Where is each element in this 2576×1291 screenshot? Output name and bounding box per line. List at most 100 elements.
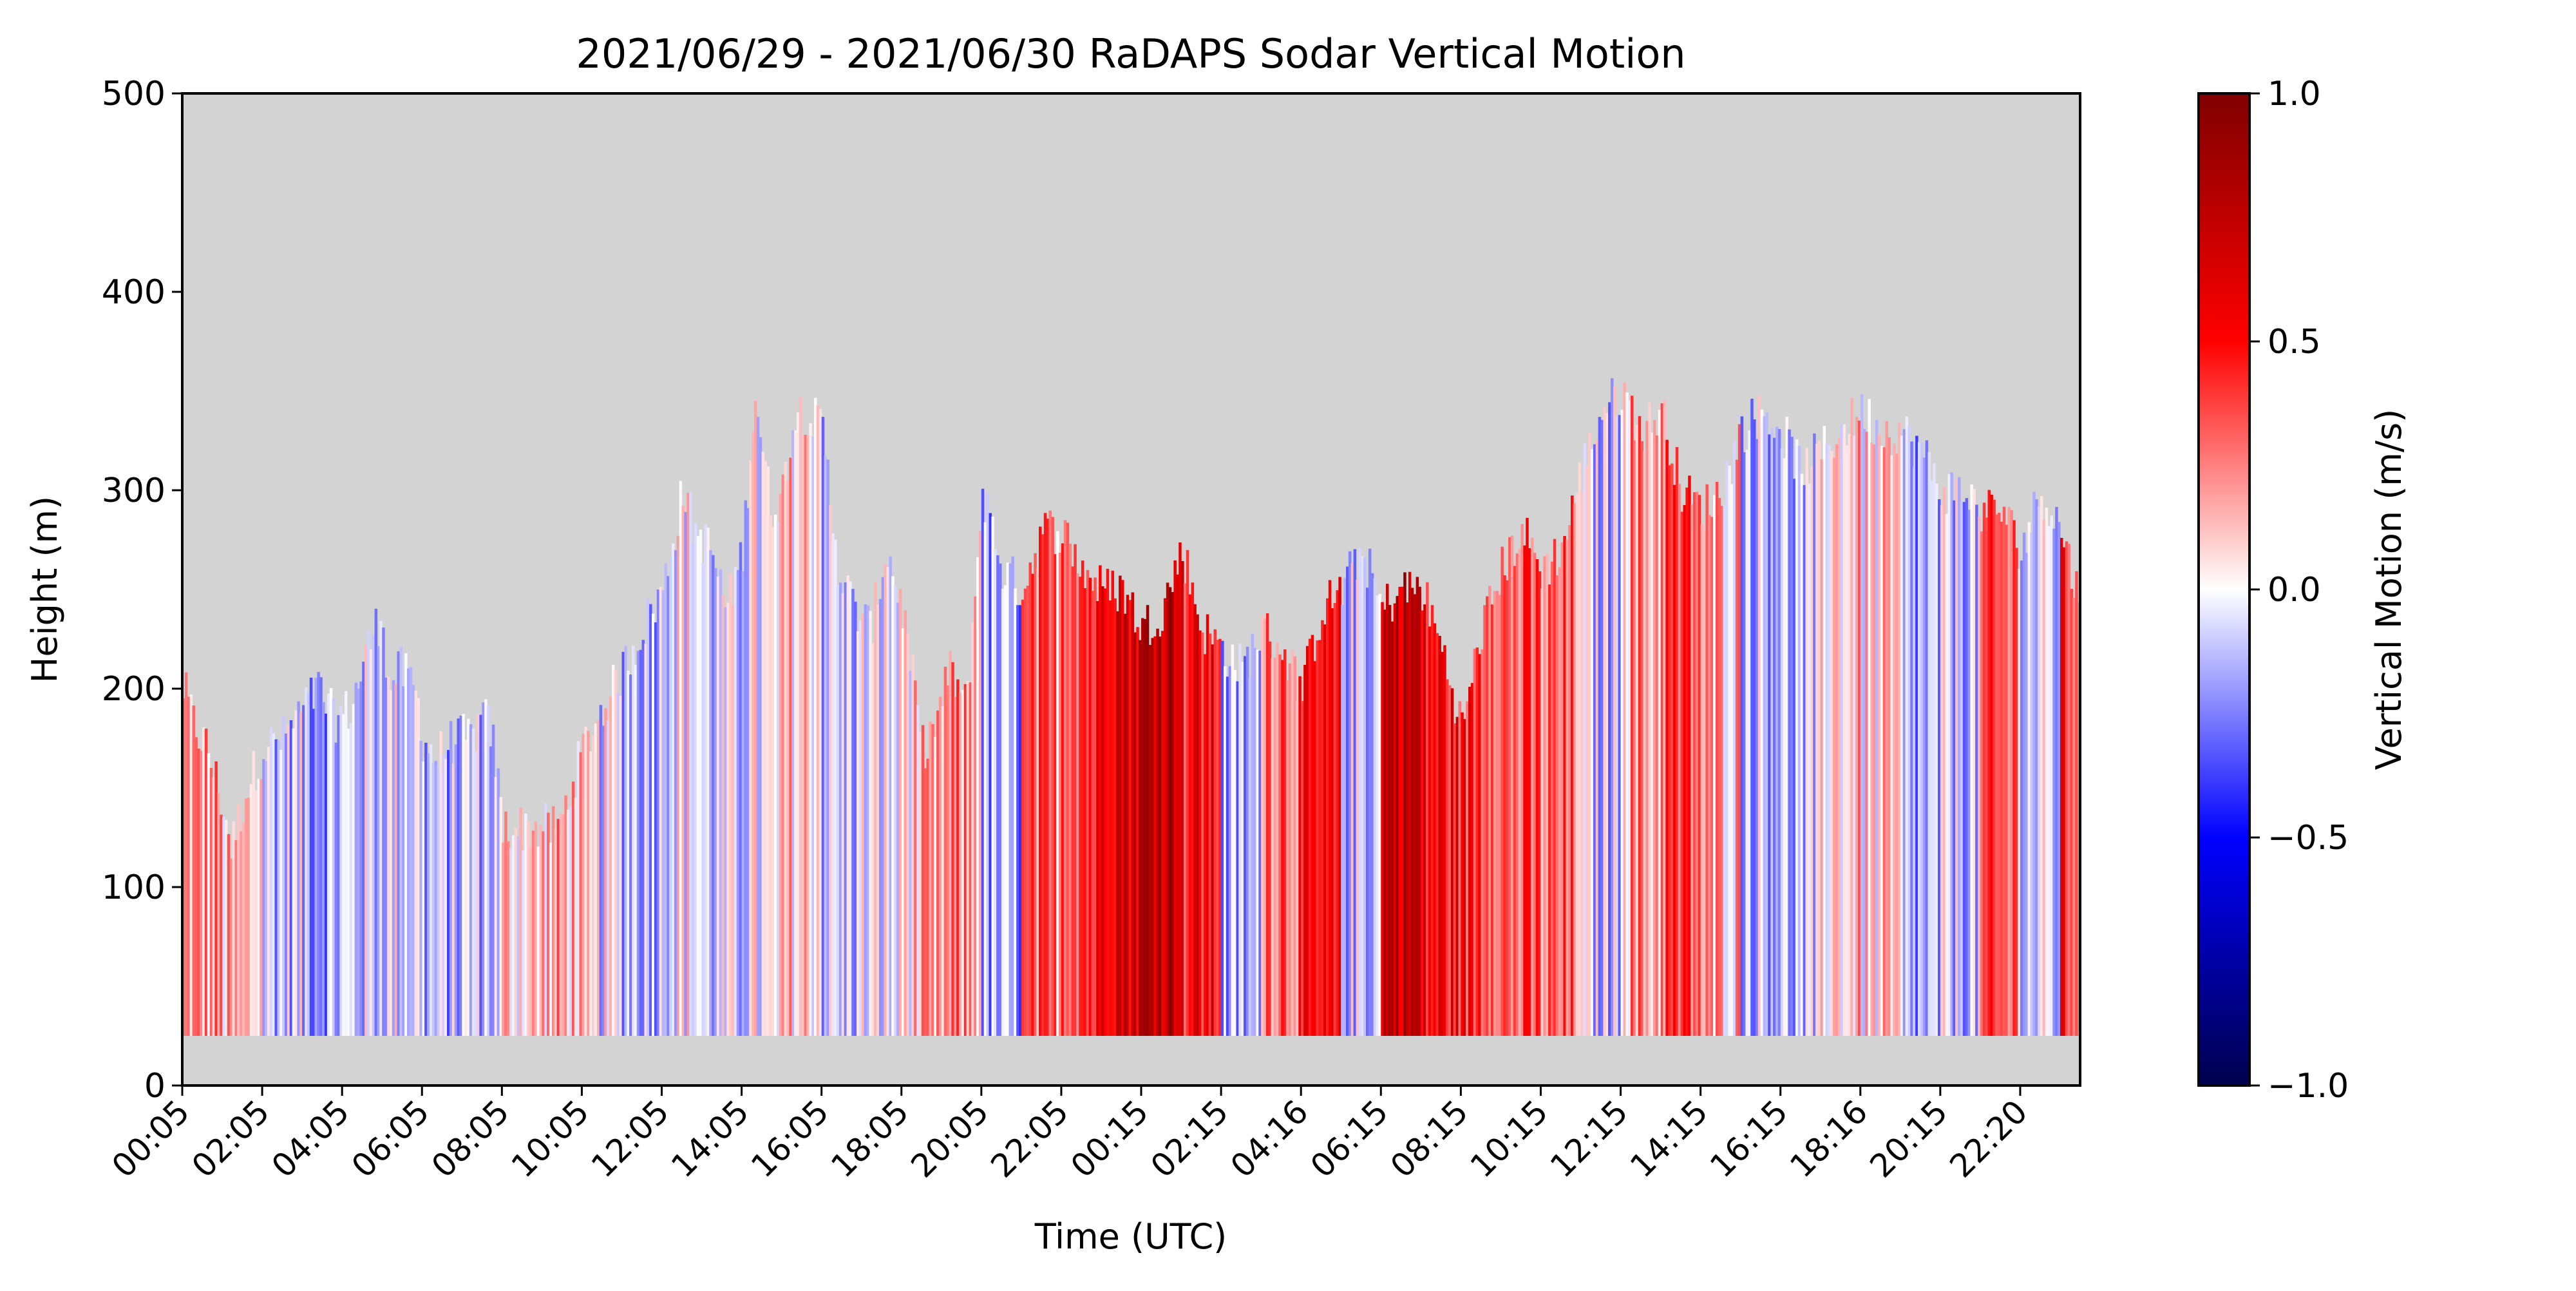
heatmap-column (464, 740, 468, 1036)
heatmap-column (1790, 437, 1794, 1036)
heatmap-column (242, 823, 245, 1036)
heatmap-column (1161, 631, 1164, 1036)
heatmap-column (1713, 495, 1716, 1036)
heatmap-column (2047, 526, 2051, 1036)
heatmap-column (407, 668, 410, 1036)
heatmap-column (667, 576, 670, 1036)
heatmap-column (1261, 615, 1264, 1036)
heatmap-column (232, 821, 236, 1036)
heatmap-column (1159, 636, 1162, 1036)
heatmap-column (366, 630, 370, 1036)
heatmap-column (696, 536, 700, 1036)
heatmap-column (601, 725, 605, 1036)
heatmap-column (604, 708, 607, 1036)
heatmap-column (454, 744, 458, 1036)
heatmap-column (1011, 556, 1014, 1036)
heatmap-column (429, 744, 433, 1036)
heatmap-column (1014, 588, 1017, 1036)
heatmap-column (1615, 416, 1619, 1036)
heatmap-column (1543, 556, 1546, 1036)
heatmap-column (2070, 589, 2073, 1036)
heatmap-column (1575, 493, 1579, 1036)
heatmap-column (362, 662, 365, 1036)
heatmap-column (1985, 517, 1989, 1036)
heatmap-column (1640, 441, 1643, 1036)
heatmap-column (1740, 416, 1744, 1036)
heatmap-column (1009, 563, 1012, 1036)
heatmap-column (739, 542, 743, 1036)
heatmap-column (806, 435, 810, 1036)
heatmap-column (1003, 585, 1007, 1036)
heatmap-column (202, 727, 205, 1036)
heatmap-column (1680, 512, 1684, 1036)
heatmap-column (918, 731, 922, 1036)
heatmap-column (502, 842, 505, 1036)
heatmap-column (309, 677, 313, 1036)
colorbar-tick-label: 0.0 (2268, 571, 2321, 609)
heatmap-column (1658, 410, 1662, 1036)
heatmap-column (774, 514, 777, 1036)
heatmap-column (1703, 530, 1706, 1036)
heatmap-column (994, 548, 997, 1036)
y-tick-label: 500 (102, 75, 166, 113)
heatmap-column (963, 684, 967, 1036)
heatmap-column (1902, 429, 1906, 1036)
heatmap-column (374, 608, 378, 1036)
heatmap-column (1583, 443, 1586, 1036)
heatmap-column (1611, 378, 1614, 1036)
heatmap-column (1735, 459, 1739, 1036)
heatmap-column (399, 646, 402, 1036)
heatmap-column (372, 635, 375, 1036)
heatmap-column (781, 474, 785, 1036)
heatmap-column (402, 686, 405, 1036)
heatmap-column (1285, 680, 1289, 1036)
heatmap-column (504, 811, 507, 1036)
heatmap-column (1218, 638, 1222, 1036)
heatmap-column (477, 714, 480, 1036)
heatmap-column (752, 432, 755, 1036)
heatmap-column (1101, 586, 1104, 1036)
heatmap-column (1238, 644, 1242, 1036)
heatmap-column (1982, 502, 1986, 1036)
heatmap-column (1770, 428, 1774, 1036)
heatmap-column (1016, 605, 1019, 1036)
heatmap-column (1318, 640, 1321, 1036)
heatmap-column (579, 752, 582, 1036)
heatmap-column (956, 679, 960, 1036)
heatmap-column (1418, 586, 1421, 1036)
heatmap-column (934, 736, 937, 1036)
heatmap-column (1386, 584, 1389, 1036)
heatmap-column (1410, 588, 1414, 1036)
x-tick-label: 10:15 (1463, 1093, 1555, 1185)
heatmap-column (1560, 542, 1564, 1036)
heatmap-column (1446, 679, 1449, 1036)
heatmap-column (641, 640, 645, 1036)
heatmap-column (1468, 687, 1472, 1036)
heatmap-column (444, 759, 448, 1036)
heatmap-column (1895, 454, 1899, 1036)
heatmap-column (197, 749, 200, 1036)
heatmap-column (649, 604, 652, 1036)
heatmap-column (1913, 467, 1916, 1036)
heatmap-column (544, 803, 547, 1036)
heatmap-column (1358, 547, 1361, 1036)
heatmap-column (1857, 420, 1861, 1036)
heatmap-column (891, 576, 895, 1036)
heatmap-column (1683, 504, 1686, 1036)
heatmap-column (1653, 419, 1656, 1036)
heatmap-column (1438, 636, 1441, 1036)
x-tick-label: 00:15 (1064, 1093, 1156, 1185)
heatmap-column (262, 759, 265, 1036)
heatmap-column (2027, 522, 2031, 1036)
heatmap-column (906, 633, 909, 1036)
heatmap-column (547, 812, 550, 1036)
x-tick-label: 02:05 (185, 1093, 277, 1185)
heatmap-column (946, 685, 950, 1036)
heatmap-column (1450, 688, 1454, 1036)
heatmap-column (776, 521, 780, 1036)
heatmap-column (687, 492, 690, 1036)
heatmap-column (931, 723, 934, 1036)
heatmap-column (1321, 620, 1324, 1036)
heatmap-column (1668, 465, 1671, 1036)
colorbar-tick-label: 0.5 (2268, 323, 2321, 361)
